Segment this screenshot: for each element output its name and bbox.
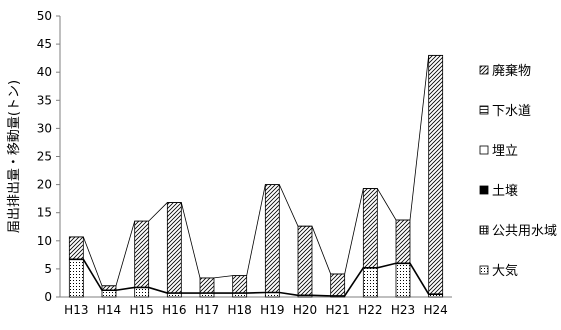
y-tick-label: 5 (44, 262, 52, 276)
legend-swatch (479, 145, 489, 155)
bar-segment-H13-s5 (68, 236, 84, 260)
bar-segment-H16-s5 (166, 202, 182, 294)
series-outline-lines (69, 54, 443, 297)
x-tick-label: H20 (293, 303, 317, 317)
x-tick-label: H19 (260, 303, 284, 317)
y-tick-label: 20 (37, 178, 52, 192)
bar-segment-H17-s5 (199, 277, 215, 294)
legend-label: 下水道 (492, 104, 531, 119)
series-line-total (69, 54, 443, 287)
bar-segment-H20-s5 (297, 225, 313, 296)
y-tick-label: 40 (37, 65, 52, 79)
y-axis-label: 届出排出量・移動量(トン) (7, 80, 22, 233)
legend-swatch (479, 65, 489, 75)
y-tick-label: 25 (37, 150, 52, 164)
x-tick-label: H23 (391, 303, 415, 317)
y-tick-label: 50 (37, 9, 52, 23)
bar-segment-H23-s5 (395, 219, 411, 264)
x-tick-label: H15 (130, 303, 154, 317)
legend-swatch (479, 265, 489, 275)
legend-swatch (479, 185, 489, 195)
bar-segment-H21-s5 (330, 273, 346, 297)
legend-label: 埋立 (492, 144, 518, 159)
x-tick-label: H22 (358, 303, 382, 317)
axes: 0 5 10 15 20 25 30 35 40 45 50 届出排出量・移動量(トン) H13 H14 H… (7, 9, 452, 317)
y-tick-label: 35 (37, 93, 52, 107)
x-tick-label: H24 (424, 303, 448, 317)
legend-swatch (479, 105, 489, 115)
y-tick-label: 30 (37, 121, 52, 135)
bar-segment-H13-s0 (68, 258, 84, 298)
legend-swatch (479, 225, 489, 235)
bar-segment-H22-s0 (362, 267, 378, 298)
bar-segment-H15-s5 (134, 220, 150, 288)
x-tick-label: H14 (97, 303, 121, 317)
bar-segment-H19-s5 (264, 184, 280, 293)
y-tick-label: 15 (37, 206, 52, 220)
x-tick-label: H17 (195, 303, 219, 317)
bar-segment-H24-s5 (428, 54, 444, 295)
legend-label: 公共用水域 (492, 224, 557, 239)
legend-label: 廃棄物 (492, 63, 531, 79)
x-tick-label: H18 (228, 303, 252, 317)
series-line-taiki (69, 258, 443, 297)
bar-segment-H23-s0 (395, 262, 411, 298)
y-tick-label: 0 (44, 290, 52, 304)
legend-label: 大気 (492, 263, 518, 279)
bars (68, 54, 444, 298)
bar-segment-H15-s0 (134, 287, 150, 298)
bar-segment-H18-s5 (232, 275, 248, 294)
x-tick-label: H21 (326, 303, 350, 317)
legend-label: 土壌 (492, 184, 518, 199)
y-tick-label: 10 (37, 234, 52, 248)
bar-segment-H14-s0 (101, 289, 117, 298)
bar-segment-H22-s5 (362, 188, 378, 269)
x-tick-label: H13 (64, 303, 88, 317)
y-tick-label: 45 (37, 37, 52, 51)
x-tick-label: H16 (162, 303, 186, 317)
